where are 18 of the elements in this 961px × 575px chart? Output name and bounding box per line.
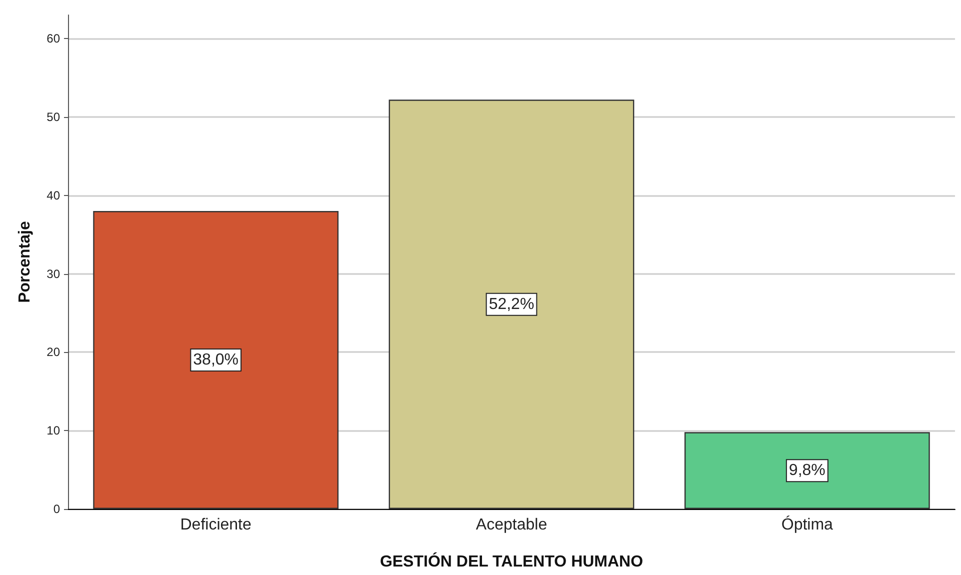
y-axis-title: Porcentaje	[16, 220, 34, 303]
y-tick-label: 60	[46, 32, 60, 46]
y-tick-label: 10	[46, 424, 60, 438]
y-tick-label: 0	[53, 502, 60, 516]
data-label: 38,0%	[193, 352, 239, 369]
y-tick-label: 20	[46, 345, 60, 360]
x-tick-label: Aceptable	[476, 516, 548, 534]
bar	[93, 211, 339, 509]
x-tick-label: Deficiente	[180, 516, 252, 534]
data-label: 52,2%	[488, 296, 534, 313]
bar	[684, 432, 930, 509]
y-tick-label: 30	[46, 266, 60, 281]
data-label: 9,8%	[788, 462, 826, 480]
bar	[388, 100, 634, 509]
y-tick-label: 40	[46, 188, 60, 202]
y-tick-label: 50	[46, 110, 60, 124]
x-tick-label: Óptima	[781, 516, 834, 534]
x-axis-title: GESTIÓN DEL TALENTO HUMANO	[380, 552, 644, 570]
